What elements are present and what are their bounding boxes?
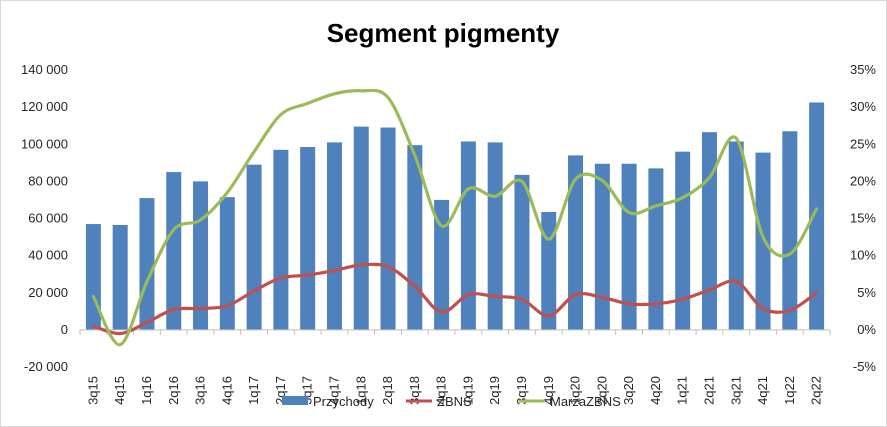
x-axis-category-label: 4q16 [219,376,234,405]
bar-przychody [594,163,610,330]
plot-area: -20 000 0 20 000 40 000 60 000 80 000 100 000 1… [21,62,876,405]
x-axis-category-label: 4q18 [434,376,449,405]
right-axis-tick-label: 25% [850,136,876,151]
x-axis-category-label: 1q19 [460,376,475,405]
x-axis-category-label: 2q18 [380,376,395,405]
bar-przychody [487,142,503,330]
x-axis-category-label: 2q16 [166,376,181,405]
legend-label: MarżaZBNS [550,394,621,409]
legend-label: Przychody [313,394,374,409]
right-axis-tick-label: 0% [857,322,876,337]
bar-przychody [568,155,584,330]
right-axis-tick-label: 15% [850,211,876,226]
x-axis-category-label: 1q17 [246,376,261,405]
x-axis-category-label: 3q15 [85,376,100,405]
x-axis-category-label: 1q21 [675,376,690,405]
bar-przychody [434,199,450,330]
bar-przychody [139,198,155,330]
left-axis-tick-label: -20 000 [24,359,68,374]
bar-przychody [541,212,557,330]
bar-przychody [460,141,476,330]
line-zbns [91,262,819,336]
legend-swatch-przychody [282,396,308,405]
x-axis-category-label: 1q22 [782,376,797,405]
right-axis-tick-label: 35% [850,62,876,77]
x-axis-category-label: 4q20 [648,376,663,405]
x-axis-category-label: 1q20 [568,376,583,405]
x-axis-category-label: 2q20 [594,376,609,405]
x-axis-category-label: 2q19 [487,376,502,405]
x-axis-category-label: 1q16 [139,376,154,405]
x-axis-category-label: 4q15 [112,376,127,405]
x-axis-category-label: 1q18 [353,376,368,405]
bar-przychody [300,147,316,330]
left-axis-tick-label: 0 [61,322,68,337]
bar-przychody [85,224,101,330]
bar-przychody [326,142,342,330]
x-axis-category-label: 3q20 [621,376,636,405]
x-axis-category-label: 4q19 [541,376,556,405]
bar-przychody [246,164,262,330]
bar-przychody [112,224,128,330]
line-mar-azbns [91,88,819,347]
bar-przychody [219,197,235,330]
left-axis-tick-label: 60 000 [28,211,68,226]
bar-przychody [621,163,637,330]
x-axis-category-label: 4q21 [755,376,770,405]
legend-label: ZBNS [437,394,472,409]
x-axis-category-label: 3q19 [514,376,529,405]
right-axis-tick-label: 5% [857,285,876,300]
left-axis-tick-label: 20 000 [28,285,68,300]
bar-przychody [514,174,530,330]
bar-przychody [353,126,369,330]
right-axis-tick-label: -5% [853,359,877,374]
right-axis-tick-label: 20% [850,173,876,188]
left-axis-tick-label: 100 000 [21,136,68,151]
bar-przychody [809,102,825,330]
chart-legend: Przychody ZBNS MarżaZBNS [282,394,621,409]
bar-przychody [380,127,396,330]
right-axis-tick-label: 30% [850,99,876,114]
x-axis-category-label: 3q21 [728,376,743,405]
x-axis-category-label: 3q16 [193,376,208,405]
bar-przychody [755,152,771,330]
bar-przychody [675,151,691,330]
right-axis-tick-label: 10% [850,248,876,263]
bar-przychody [166,172,182,330]
x-axis-category-label: 3q18 [407,376,422,405]
bar-przychody [782,131,798,330]
x-axis-category-label: 2q22 [809,376,824,405]
left-axis-tick-label: 80 000 [28,173,68,188]
bar-przychody [701,132,717,330]
left-axis-tick-label: 40 000 [28,248,68,263]
bar-przychody [273,149,289,330]
x-axis-category-label: 4q17 [326,376,341,405]
bar-przychody [728,141,744,330]
left-axis-tick-label: 120 000 [21,99,68,114]
left-axis-tick-label: 140 000 [21,62,68,77]
chart-title: Segment pigmenty [327,18,560,48]
x-axis-category-label: 2q21 [701,376,716,405]
